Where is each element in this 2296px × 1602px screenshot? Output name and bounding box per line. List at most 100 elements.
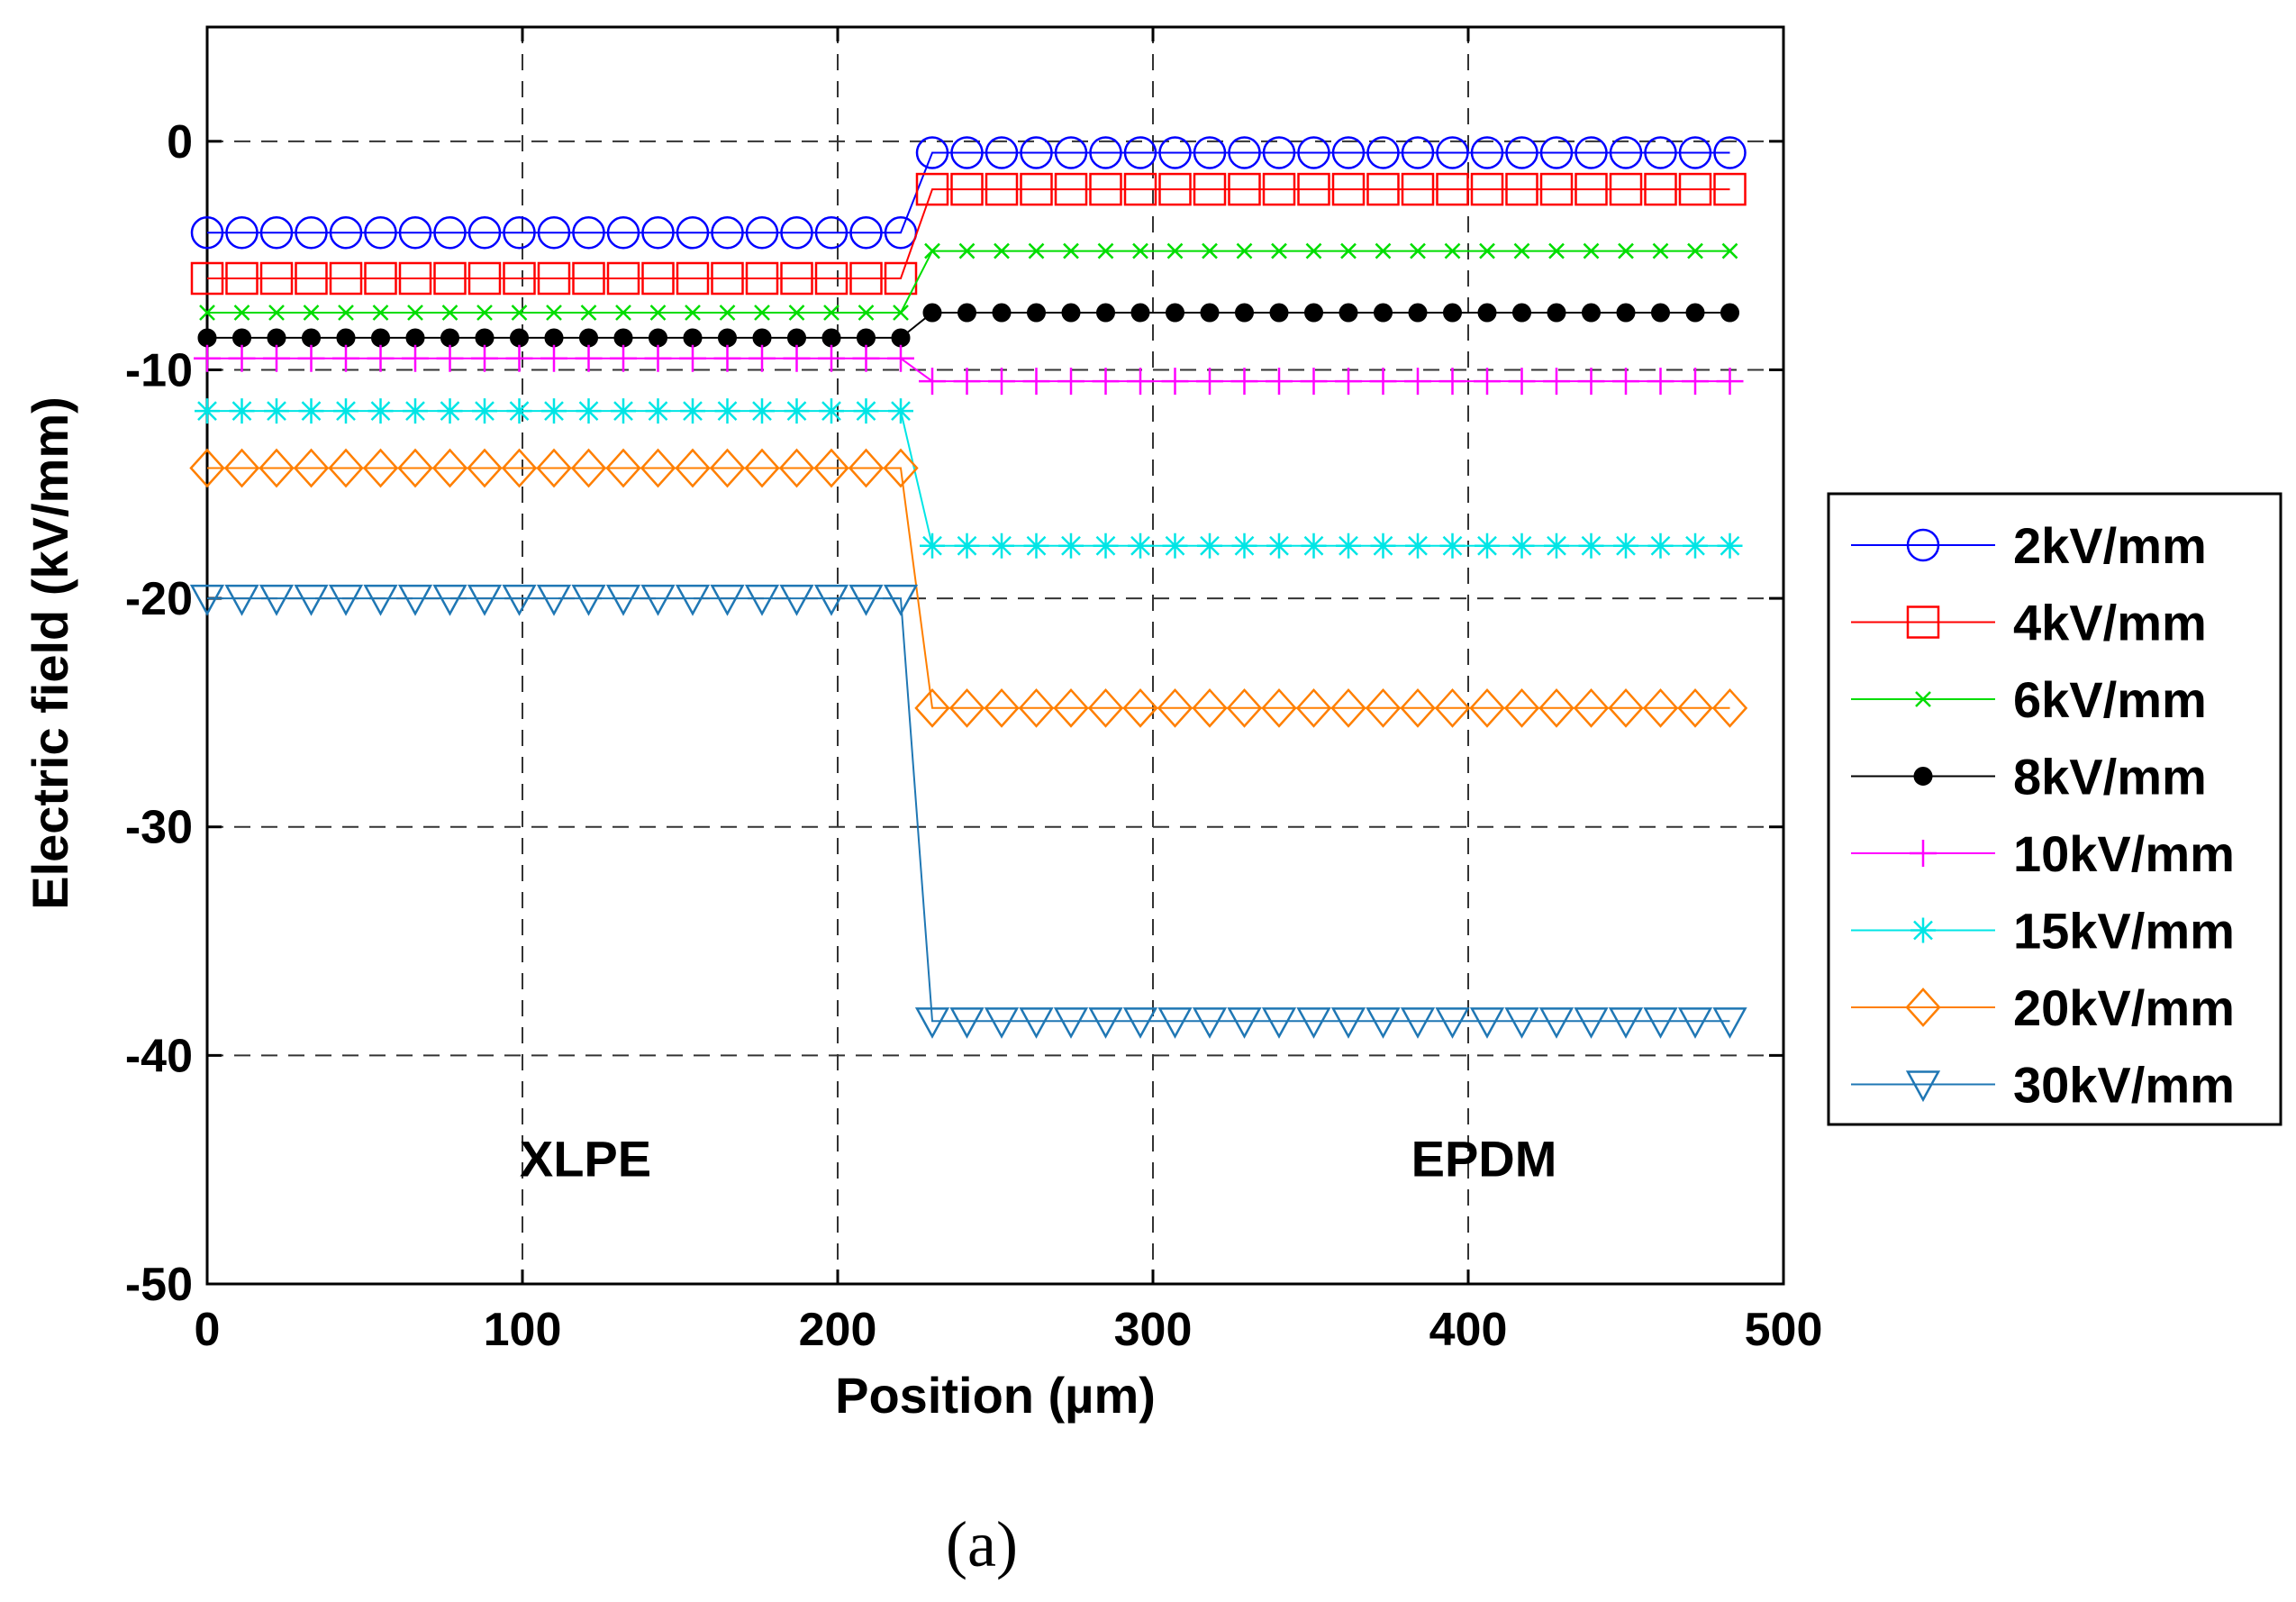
data-point: [749, 344, 776, 372]
y-axis-label: Electric field (kV/mm): [22, 396, 78, 910]
data-point: [754, 305, 770, 321]
data-point: [268, 305, 285, 321]
data-point: [1196, 368, 1223, 396]
data-point: [1677, 687, 1713, 728]
grid-lines: [207, 27, 1783, 1284]
data-point: [197, 328, 217, 348]
data-point: [714, 398, 740, 424]
data-point: [298, 398, 324, 424]
y-tick-label: -40: [125, 1030, 193, 1082]
data-point: [852, 344, 880, 372]
data-point: [1331, 172, 1366, 206]
data-point: [1642, 687, 1679, 728]
data-point: [263, 344, 290, 372]
data-point: [264, 398, 289, 424]
data-point: [1231, 532, 1257, 559]
legend-marker: [1906, 605, 1940, 639]
data-point: [821, 328, 841, 348]
region-label-xlpe: XLPE: [520, 1131, 651, 1188]
data-point: [814, 261, 849, 296]
series-2kV/mm: [190, 136, 1747, 250]
data-point: [541, 398, 567, 424]
data-point: [1644, 172, 1677, 206]
legend-marker: [1905, 988, 1941, 1027]
data-point: [1301, 532, 1327, 559]
data-point: [228, 344, 256, 372]
data-point: [570, 448, 607, 488]
data-point: [572, 261, 605, 296]
data-point: [1469, 687, 1505, 728]
data-point: [948, 687, 985, 728]
data-point: [1477, 303, 1497, 323]
figure-caption: (a): [946, 1508, 1018, 1580]
data-point: [476, 305, 493, 321]
data-point: [1228, 172, 1261, 206]
data-point: [259, 261, 294, 296]
data-point: [1193, 136, 1227, 169]
series-20kV/mm: [189, 448, 1748, 728]
data-point: [857, 328, 876, 348]
data-point: [1713, 172, 1747, 206]
data-point: [1027, 303, 1046, 323]
series-line: [207, 410, 1730, 547]
data-point: [1503, 687, 1540, 728]
data-point: [922, 303, 942, 323]
data-point: [467, 584, 503, 616]
series-line: [207, 151, 1730, 234]
data-point: [1336, 532, 1361, 559]
data-point: [1538, 1007, 1575, 1039]
data-point: [338, 305, 354, 321]
data-point: [233, 305, 250, 321]
data-point: [985, 136, 1019, 169]
data-point: [1200, 303, 1220, 323]
data-point: [783, 344, 811, 372]
data-point: [1711, 687, 1748, 728]
data-point: [989, 532, 1014, 559]
data-point: [713, 344, 741, 372]
data-point: [1230, 368, 1258, 396]
data-point: [924, 242, 940, 259]
data-point: [680, 398, 705, 424]
data-point: [823, 305, 839, 321]
data-point: [606, 216, 640, 250]
data-point: [1574, 1007, 1609, 1039]
data-point: [224, 584, 259, 616]
data-point: [1022, 368, 1050, 396]
data-point: [1226, 687, 1263, 728]
data-point: [1678, 172, 1712, 206]
data-point: [1369, 368, 1397, 396]
data-point: [984, 687, 1020, 728]
data-point: [1297, 172, 1330, 206]
data-point: [432, 584, 467, 616]
data-point: [367, 344, 395, 372]
data-point: [1509, 532, 1535, 559]
data-point: [1439, 532, 1466, 559]
data-point: [893, 305, 909, 321]
data-point: [1020, 136, 1053, 169]
data-point: [1340, 242, 1357, 259]
data-point: [333, 398, 358, 424]
data-point: [883, 584, 919, 616]
data-point: [1088, 1007, 1123, 1039]
data-point: [1651, 303, 1670, 323]
data-point: [397, 584, 433, 616]
data-point: [780, 261, 813, 296]
data-point: [613, 328, 633, 348]
data-point: [295, 261, 328, 296]
data-point: [640, 584, 676, 616]
data-point: [503, 216, 536, 250]
data-point: [954, 532, 980, 559]
data-point: [610, 344, 637, 372]
data-point: [1644, 136, 1677, 169]
data-point: [709, 448, 746, 488]
data-point: [259, 216, 294, 250]
data-point: [957, 303, 976, 323]
data-point: [1678, 136, 1712, 169]
data-point: [1504, 1007, 1539, 1039]
data-point: [537, 216, 571, 250]
data-point: [1331, 136, 1366, 169]
legend-label: 15kV/mm: [2013, 903, 2235, 960]
data-point: [1685, 303, 1705, 323]
data-point: [225, 216, 259, 250]
data-point: [1505, 136, 1538, 169]
